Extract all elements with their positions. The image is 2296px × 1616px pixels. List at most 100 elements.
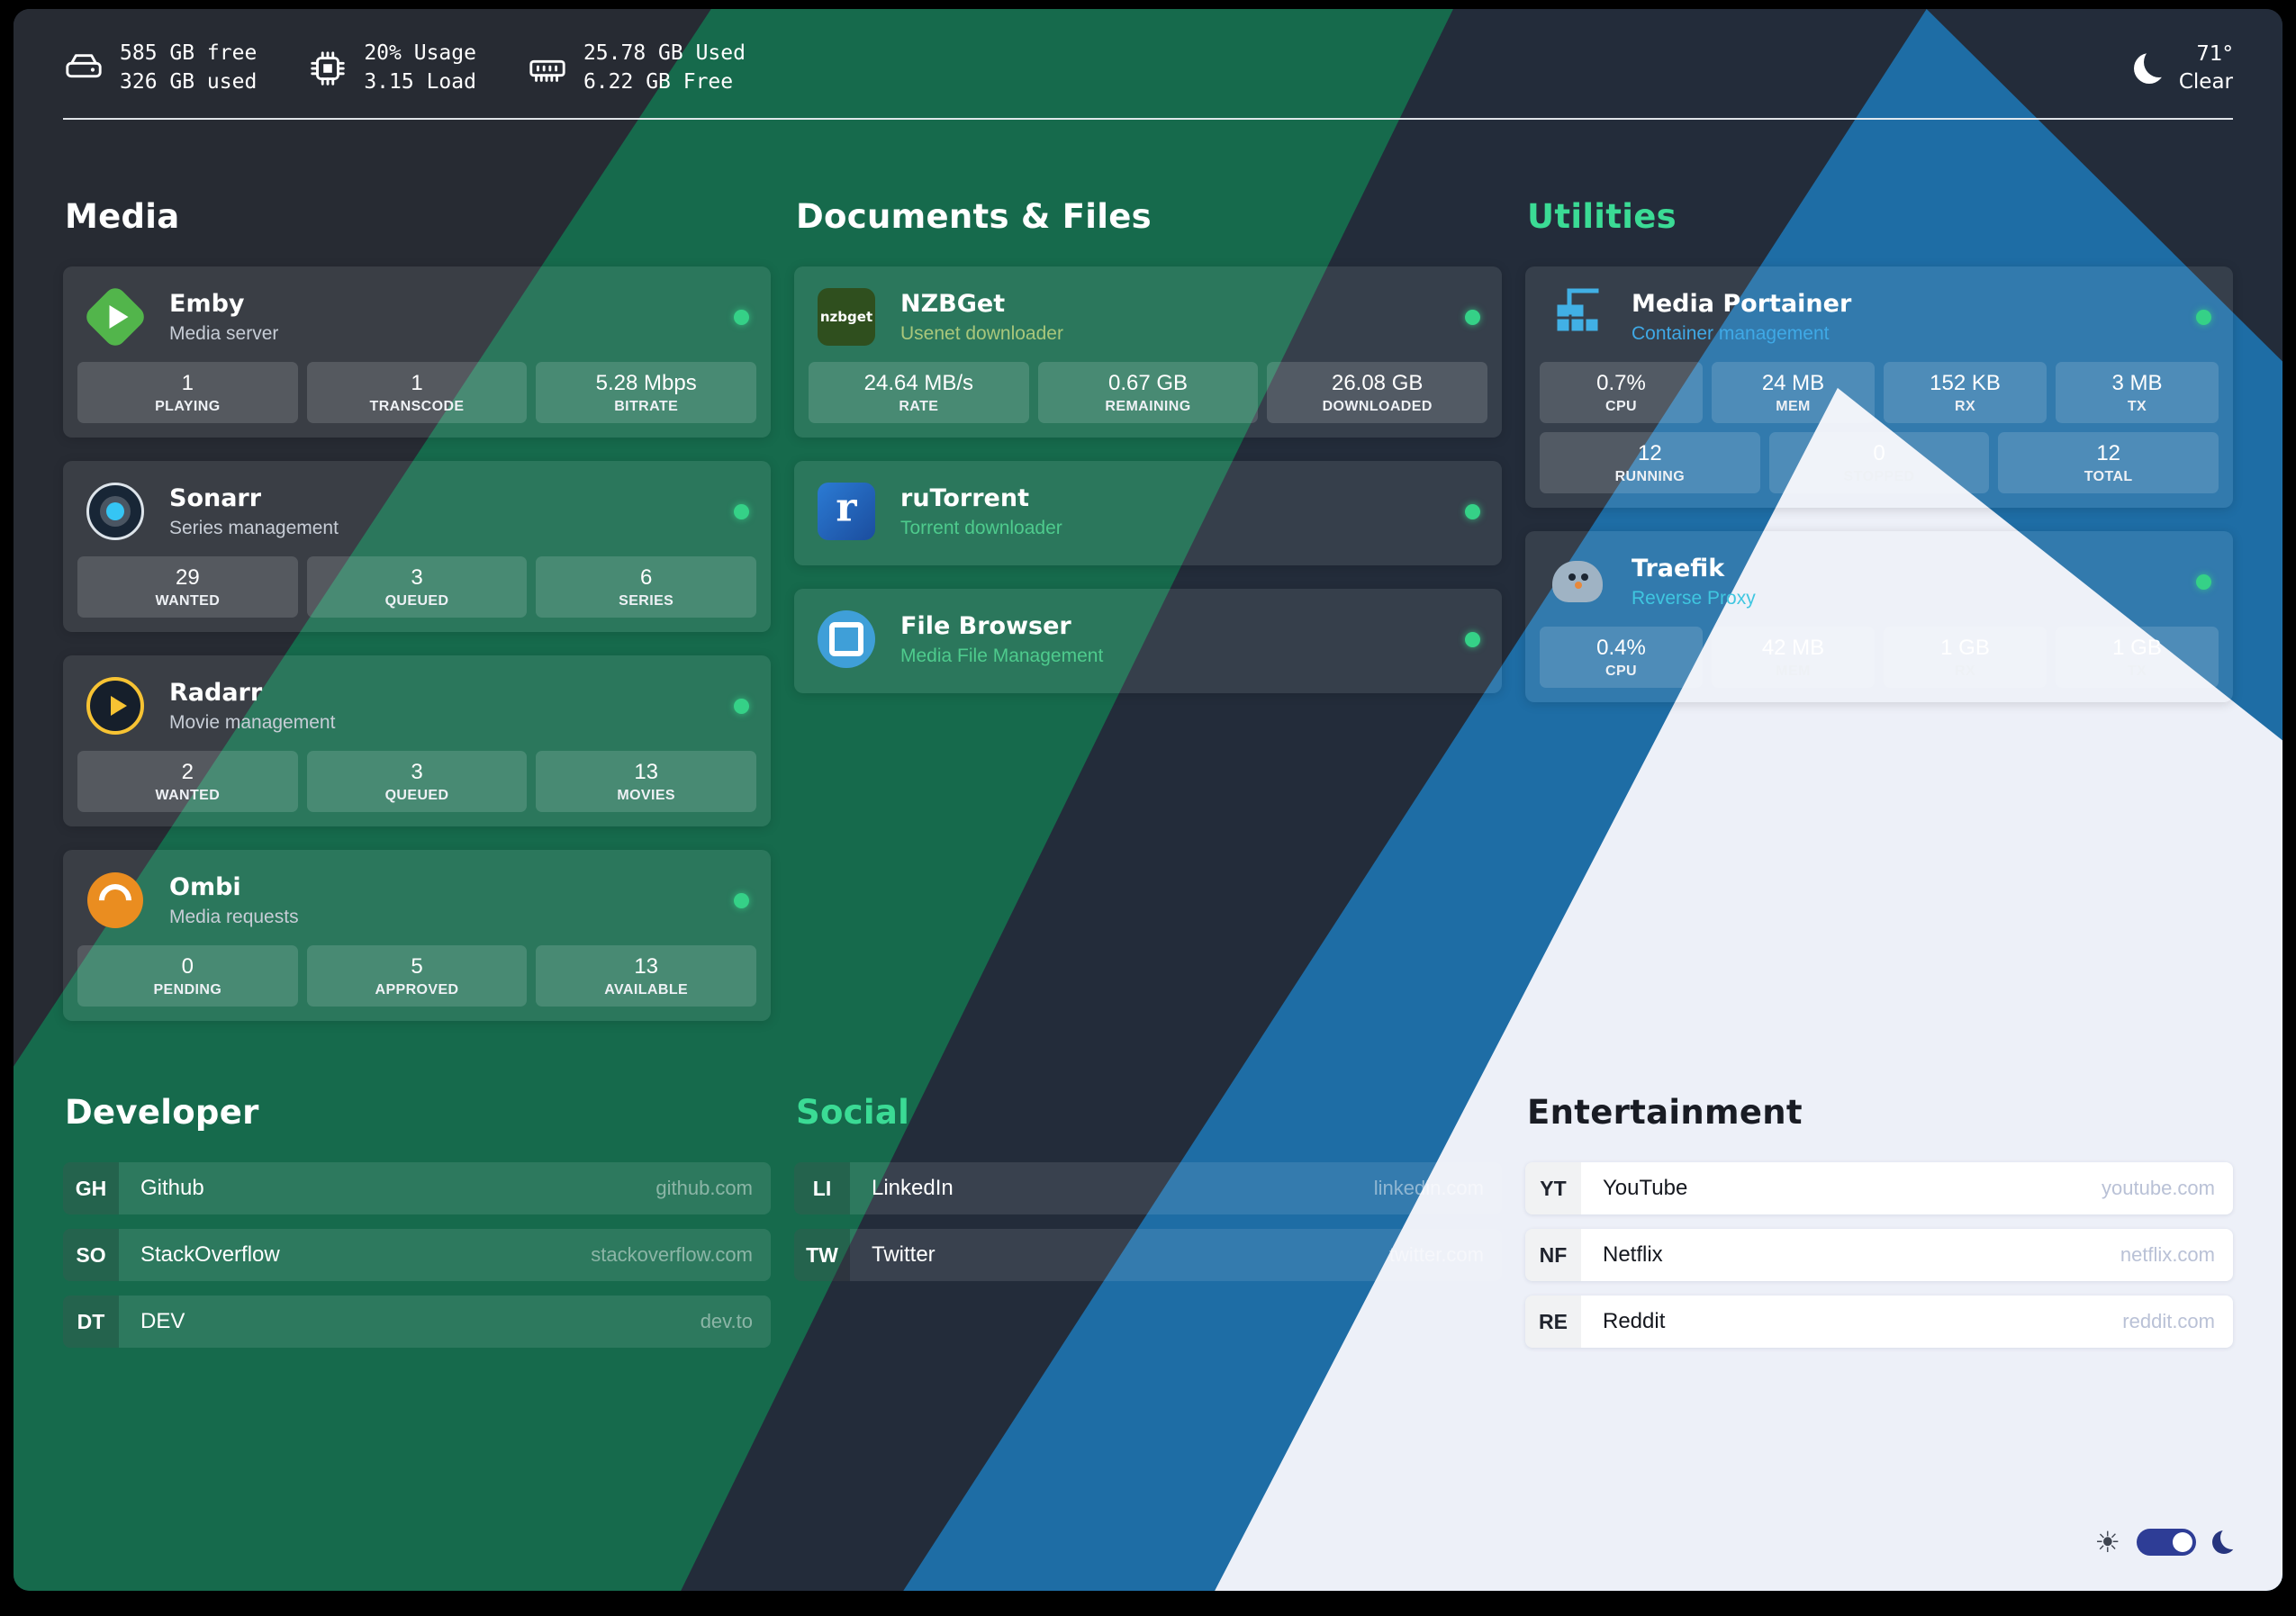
sonarr-card[interactable]: Sonarr Series management 29 WANTED 3 QUE… bbox=[63, 461, 771, 633]
bookmark-name: LinkedIn bbox=[872, 1176, 954, 1201]
app-name: ruTorrent bbox=[900, 483, 1029, 512]
app-name: Radarr bbox=[169, 678, 263, 707]
dev-bookmark[interactable]: DT DEV dev.to bbox=[63, 1296, 771, 1349]
stat-box: 26.08 GB DOWNLOADED bbox=[1267, 362, 1488, 424]
stat-box: 0.7% CPU bbox=[1540, 362, 1703, 424]
bookmark-url: linkedin.com bbox=[1373, 1177, 1484, 1200]
stat-value: 42 MB bbox=[1761, 636, 1825, 661]
filebrowser-card[interactable]: File Browser Media File Management bbox=[794, 589, 1502, 694]
app-subtitle: Reverse Proxy bbox=[1632, 587, 1756, 609]
stats-row: 2 WANTED 3 QUEUED 13 MOVIES bbox=[77, 751, 757, 813]
emby-card[interactable]: Emby Media server 1 PLAYING 1 TRANSCODE … bbox=[63, 266, 771, 438]
documents-app-list: NZBGet Usenet downloader 24.64 MB/s RATE… bbox=[794, 266, 1502, 694]
bookmark-tag: TW bbox=[794, 1229, 850, 1282]
cpu-usage-stat: 20% Usage 3.15 Load bbox=[307, 40, 476, 96]
linkedin-bookmark[interactable]: LI LinkedIn linkedin.com bbox=[794, 1162, 1502, 1215]
stat-value: 24 MB bbox=[1761, 371, 1825, 396]
stat-box: 29 WANTED bbox=[77, 556, 298, 618]
twitter-bookmark[interactable]: TW Twitter twitter.com bbox=[794, 1229, 1502, 1282]
stat-box: 1 GB RX bbox=[1884, 627, 2047, 689]
section-title-social: Social bbox=[796, 1093, 910, 1133]
app-card-header: Emby Media server bbox=[77, 277, 756, 362]
stats-row: 0 PENDING 5 APPROVED 13 AVAILABLE bbox=[77, 945, 757, 1007]
app-subtitle: Series management bbox=[169, 517, 339, 538]
stats-row: 0.4% CPU 42 MB MEM 1 GB RX 1 GB TX bbox=[1540, 627, 2219, 689]
stat-label: PLAYING bbox=[155, 399, 221, 415]
stats-row: 0.7% CPU 24 MB MEM 152 KB RX 3 MB TX bbox=[1540, 362, 2219, 424]
bookmark-tag: DT bbox=[63, 1296, 119, 1349]
app-card-header: Sonarr Series management bbox=[77, 472, 756, 556]
app-meta: Emby Media server bbox=[169, 290, 278, 345]
disk-used-text: 326 GB used bbox=[120, 69, 258, 94]
stat-label: RX bbox=[1954, 399, 1976, 415]
stat-value: 3 bbox=[411, 565, 423, 591]
section-entertainment: Entertainment YT YouTube youtube.com NF … bbox=[1525, 1093, 2233, 1349]
stat-value: 1 GB bbox=[2112, 636, 2162, 661]
bookmark-tag: SO bbox=[63, 1229, 119, 1282]
stat-value: 0 bbox=[1873, 441, 1885, 466]
stat-box: 42 MB MEM bbox=[1712, 627, 1875, 689]
stat-box: 3 QUEUED bbox=[306, 751, 528, 813]
stackoverflow-bookmark[interactable]: SO StackOverflow stackoverflow.com bbox=[63, 1229, 771, 1282]
stat-label: BITRATE bbox=[614, 399, 679, 415]
moon-icon[interactable] bbox=[2212, 1530, 2236, 1554]
stat-value: 3 bbox=[411, 760, 423, 785]
stat-label: TX bbox=[2127, 399, 2147, 415]
bookmark-url: stackoverflow.com bbox=[591, 1243, 753, 1267]
status-online-dot bbox=[1465, 503, 1480, 519]
app-subtitle: Container management bbox=[1632, 322, 1830, 344]
stat-value: 0.7% bbox=[1596, 371, 1646, 396]
netflix-bookmark[interactable]: NF Netflix netflix.com bbox=[1525, 1229, 2233, 1282]
section-media: Media Emby Media server 1 PLAYING 1 TRAN… bbox=[63, 197, 771, 1022]
stat-label: RUNNING bbox=[1614, 469, 1686, 485]
youtube-bookmark[interactable]: YT YouTube youtube.com bbox=[1525, 1162, 2233, 1215]
ombi-card[interactable]: Ombi Media requests 0 PENDING 5 APPROVED… bbox=[63, 850, 771, 1022]
stat-label: RX bbox=[1954, 664, 1976, 680]
sun-icon[interactable]: ☀ bbox=[2094, 1526, 2120, 1558]
stat-label: TOTAL bbox=[2084, 469, 2133, 485]
app-name: File Browser bbox=[900, 611, 1071, 640]
reddit-bookmark[interactable]: RE Reddit reddit.com bbox=[1525, 1296, 2233, 1349]
disk-free-text: 585 GB free bbox=[120, 41, 258, 65]
github-bookmark[interactable]: GH Github github.com bbox=[63, 1162, 771, 1215]
stat-label: DOWNLOADED bbox=[1322, 399, 1433, 415]
entertainment-bookmark-list: YT YouTube youtube.com NF Netflix netfli… bbox=[1525, 1162, 2233, 1349]
clear-night-icon bbox=[2134, 53, 2165, 84]
status-online-dot bbox=[1465, 309, 1480, 325]
weather-temp: 71° bbox=[2196, 41, 2233, 66]
stat-value: 1 bbox=[411, 371, 423, 396]
stat-label: TX bbox=[2127, 664, 2147, 680]
stat-box: 12 TOTAL bbox=[1998, 432, 2219, 494]
stat-label: QUEUED bbox=[384, 788, 449, 804]
app-subtitle: Media requests bbox=[169, 906, 299, 927]
stat-label: QUEUED bbox=[384, 593, 449, 609]
app-card-header: Media Portainer Container management bbox=[1540, 277, 2219, 362]
stat-value: 2 bbox=[181, 760, 194, 785]
app-subtitle: Usenet downloader bbox=[900, 322, 1063, 344]
radarr-card[interactable]: Radarr Movie management 2 WANTED 3 QUEUE… bbox=[63, 655, 771, 827]
traefik-card[interactable]: Traefik Reverse Proxy 0.4% CPU 42 MB MEM… bbox=[1525, 531, 2233, 703]
stat-value: 5 bbox=[411, 954, 423, 980]
app-meta: Radarr Movie management bbox=[169, 679, 335, 734]
stat-box: 5.28 Mbps BITRATE bbox=[536, 362, 757, 424]
memory-usage-stat: 25.78 GB Used 6.22 GB Free bbox=[527, 40, 746, 96]
media-app-list: Emby Media server 1 PLAYING 1 TRANSCODE … bbox=[63, 266, 771, 1022]
theme-toggle-switch[interactable] bbox=[2137, 1529, 2196, 1556]
rutorrent-card[interactable]: ruTorrent Torrent downloader bbox=[794, 461, 1502, 566]
bookmark-name: Github bbox=[140, 1176, 204, 1201]
stats-row: 24.64 MB/s RATE 0.67 GB REMAINING 26.08 … bbox=[809, 362, 1488, 424]
sonarr-icon bbox=[83, 479, 148, 544]
app-subtitle: Media server bbox=[169, 322, 279, 344]
memory-free-text: 6.22 GB Free bbox=[583, 69, 734, 94]
app-card-header: ruTorrent Torrent downloader bbox=[809, 472, 1487, 551]
bookmark-name: StackOverflow bbox=[140, 1242, 280, 1268]
bookmark-name: DEV bbox=[140, 1309, 185, 1334]
stat-value: 1 GB bbox=[1940, 636, 1990, 661]
portainer-card[interactable]: Media Portainer Container management 0.7… bbox=[1525, 266, 2233, 509]
status-online-dot bbox=[2196, 309, 2211, 325]
stat-box: 3 QUEUED bbox=[306, 556, 528, 618]
bookmark-name: YouTube bbox=[1603, 1176, 1688, 1201]
nzbget-card[interactable]: NZBGet Usenet downloader 24.64 MB/s RATE… bbox=[794, 266, 1502, 438]
app-meta: File Browser Media File Management bbox=[900, 612, 1103, 667]
